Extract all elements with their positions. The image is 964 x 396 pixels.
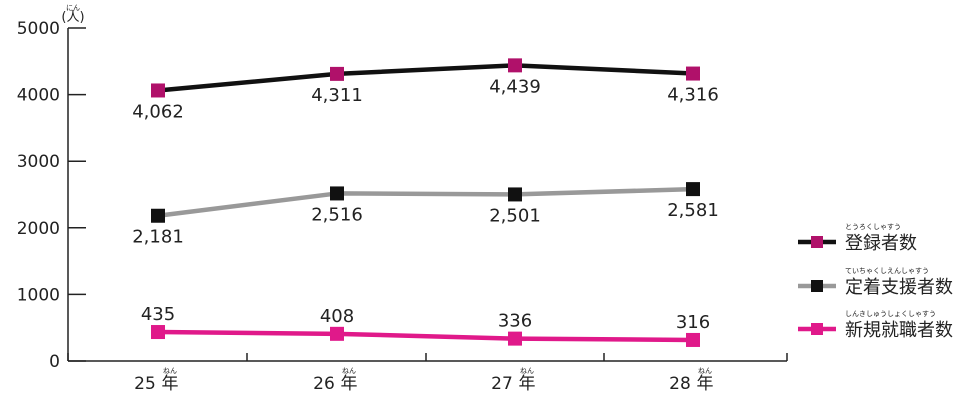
y-tick-label: 0: [49, 352, 60, 372]
x-tick-label: 25 年ねん: [134, 367, 178, 394]
y-tick-label: 1000: [17, 285, 60, 305]
y-axis-unit: (人): [61, 10, 84, 25]
x-tick-kanji: 年: [519, 374, 536, 394]
data-label: 4,316: [667, 85, 719, 106]
x-tick-number: 26: [313, 374, 335, 394]
x-tick-ruby: ねん: [698, 367, 712, 375]
data-point-marker: [686, 66, 700, 81]
data-label: 408: [320, 306, 354, 327]
data-label: 2,516: [311, 204, 363, 225]
series-3: 435 408 336 316: [141, 304, 710, 347]
series-line: [157, 63, 694, 93]
y-tick-label: 4000: [17, 86, 60, 106]
data-point-marker: [330, 326, 344, 341]
data-label: 336: [498, 311, 532, 332]
series-1: 4,062 4,311 4,439 4,316: [132, 58, 719, 122]
legend-ruby: しんきしゅうしょくしゃすう: [845, 310, 936, 318]
data-point-marker: [330, 186, 344, 201]
series-line: [157, 186, 694, 218]
y-tick-label: 5000: [17, 19, 60, 39]
series-layer: 4,062 4,311 4,439 4,316 2,181 2,516 2,501 2,581…: [132, 58, 719, 347]
x-tick-ruby: ねん: [520, 367, 534, 375]
y-axis: にん (人): [61, 4, 85, 361]
data-label: 4,311: [311, 85, 363, 106]
data-point-marker: [151, 208, 165, 223]
x-tick-ruby: ねん: [163, 367, 177, 375]
data-point-marker: [508, 187, 522, 202]
legend-marker: [811, 323, 823, 335]
legend-label: 新規就職者数: [845, 320, 953, 341]
legend-ruby: とうろくしゃすう: [845, 223, 901, 231]
series-2: 2,181 2,516 2,501 2,581: [132, 182, 719, 248]
data-point-marker: [151, 325, 165, 340]
x-tick-label: 26 年ねん: [313, 367, 357, 394]
data-label: 2,181: [132, 227, 184, 248]
y-axis-unit-ruby: にん: [66, 4, 80, 12]
x-tick-number: 27: [491, 374, 513, 394]
x-tick-ruby: ねん: [342, 367, 356, 375]
data-label: 316: [676, 312, 710, 333]
x-tick-label: 28 年ねん: [669, 367, 713, 394]
x-tick-kanji: 年: [697, 374, 714, 394]
y-tick-label: 2000: [17, 219, 60, 239]
data-point-marker: [508, 58, 522, 73]
data-label: 435: [141, 304, 175, 325]
legend-ruby: ていちゃくしえんしゃすう: [845, 267, 929, 275]
legend-marker: [811, 280, 823, 292]
legend: とうろくしゃすう登録者数ていちゃくしえんしゃすう定着支援者数しんきしゅうしょくし…: [798, 223, 953, 341]
data-point-marker: [686, 332, 700, 347]
data-label: 4,062: [132, 101, 184, 122]
legend-label: 定着支援者数: [845, 277, 953, 298]
data-point-marker: [151, 83, 165, 98]
series-line: [157, 329, 694, 343]
data-point-marker: [686, 182, 700, 197]
x-tick-number: 25: [134, 374, 156, 394]
y-ticks: 0 1000 2000 3000 4000 5000: [17, 19, 86, 372]
x-tick-number: 28: [669, 374, 691, 394]
x-tick-label: 27 年ねん: [491, 367, 535, 394]
data-point-marker: [508, 331, 522, 346]
x-tick-kanji: 年: [162, 374, 179, 394]
y-tick-label: 3000: [17, 152, 60, 172]
data-label: 2,501: [489, 205, 541, 226]
x-tick-kanji: 年: [341, 374, 358, 394]
data-label: 2,581: [667, 200, 719, 221]
data-label: 4,439: [489, 76, 541, 97]
data-point-marker: [330, 66, 344, 81]
legend-marker: [811, 236, 823, 248]
legend-label: 登録者数: [845, 233, 917, 254]
